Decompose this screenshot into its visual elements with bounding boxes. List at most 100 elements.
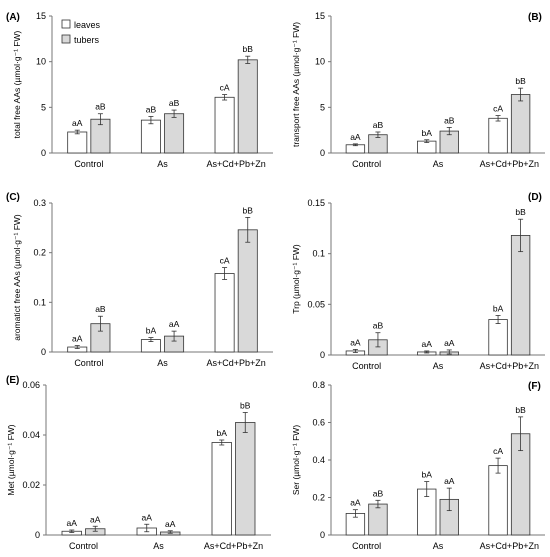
significance-label: aA — [169, 319, 180, 329]
significance-label: aA — [444, 338, 455, 348]
y-tick-label: 15 — [36, 11, 46, 21]
significance-label: cA — [493, 446, 503, 456]
x-tick-label: As — [153, 541, 164, 551]
panel-label: (A) — [6, 12, 20, 23]
y-axis-title: transport free AAs (µmol·g⁻¹ FW) — [291, 22, 301, 147]
significance-label: bA — [493, 303, 504, 313]
x-tick-label: As+Cd+Pb+Zn — [207, 358, 266, 368]
significance-label: bA — [146, 326, 157, 336]
y-axis-title: aromatict free AAs (µmol·g⁻¹ FW) — [12, 214, 22, 341]
legend-swatch-tubers — [61, 34, 71, 44]
x-tick-label: As — [157, 358, 168, 368]
significance-label: bB — [515, 76, 526, 86]
significance-label: aA — [165, 519, 176, 529]
significance-label: aA — [422, 339, 433, 349]
bar-leaves — [417, 140, 437, 154]
chart-panel: (D) 0 0.05 0.1 0.15 Trp (µmol·g⁻¹ FW) aA aB Cont… — [291, 192, 545, 371]
x-tick-label: As — [433, 361, 444, 371]
x-tick-label: Control — [74, 159, 103, 169]
significance-label: bA — [217, 428, 228, 438]
significance-label: aA — [350, 132, 361, 142]
bar-tubers — [237, 229, 258, 353]
bar-leaves — [488, 319, 508, 356]
bar-leaves — [488, 117, 508, 154]
y-tick-label: 0 — [41, 148, 46, 158]
y-axis-title: Trp (µmol·g⁻¹ FW) — [291, 244, 301, 314]
x-tick-label: Control — [352, 159, 381, 169]
y-tick-label: 0 — [320, 350, 325, 360]
chart-panel: (F) 0 0.2 0.4 0.6 0.8 Ser (µmol·g⁻¹ FW) aA aB Con… — [291, 380, 545, 551]
x-tick-label: As — [433, 159, 444, 169]
x-tick-label: As+Cd+Pb+Zn — [480, 541, 539, 551]
y-tick-label: 15 — [315, 11, 325, 21]
panel-label: (B) — [528, 12, 542, 23]
significance-label: aA — [67, 518, 78, 528]
y-tick-label: 0.02 — [22, 480, 40, 490]
y-tick-label: 10 — [36, 57, 46, 67]
significance-label: aA — [72, 118, 83, 128]
x-tick-label: As — [157, 159, 168, 169]
x-tick-label: Control — [352, 361, 381, 371]
x-tick-label: As+Cd+Pb+Zn — [204, 541, 263, 551]
significance-label: cA — [220, 256, 230, 266]
significance-label: aA — [350, 337, 361, 347]
y-tick-label: 0.2 — [33, 248, 46, 258]
y-axis-title: Met (µmol·g⁻¹ FW) — [6, 424, 16, 495]
y-tick-label: 0.04 — [22, 430, 40, 440]
bar-leaves — [214, 273, 235, 353]
x-tick-label: As+Cd+Pb+Zn — [480, 159, 539, 169]
bar-tubers — [164, 113, 185, 154]
legend-label-tubers: tubers — [74, 35, 100, 45]
x-tick-label: Control — [352, 541, 381, 551]
x-tick-label: Control — [69, 541, 98, 551]
significance-label: cA — [220, 83, 230, 93]
y-tick-label: 0 — [320, 148, 325, 158]
significance-label: aB — [373, 488, 384, 498]
y-axis-title: total free AAs (µmol·g⁻¹ FW) — [12, 31, 22, 139]
chart-panel: (B) 0 5 10 15 transport free AAs (µmol·g⁻¹ FW… — [291, 11, 545, 169]
bar-leaves — [214, 96, 235, 154]
significance-label: bB — [515, 207, 526, 217]
significance-label: aB — [373, 120, 384, 130]
y-tick-label: 0.8 — [312, 380, 325, 390]
legend-swatch-leaves — [61, 19, 71, 29]
x-tick-label: As — [433, 541, 444, 551]
chart-panel: (E) 0 0.02 0.04 0.06 Met (µmol·g⁻¹ FW) aA aA Con… — [6, 375, 271, 551]
bar-tubers — [510, 94, 531, 154]
significance-label: cA — [493, 104, 503, 114]
y-tick-label: 5 — [41, 102, 46, 112]
chart-panel: (A) 0 5 10 15 total free AAs (µmol·g⁻¹ FW) aA a… — [6, 11, 273, 169]
y-tick-label: 10 — [315, 57, 325, 67]
significance-label: aA — [72, 334, 83, 344]
significance-label: aB — [95, 304, 106, 314]
y-tick-label: 0.15 — [307, 198, 325, 208]
y-tick-label: 0 — [41, 347, 46, 357]
significance-label: bA — [422, 470, 433, 480]
significance-label: aA — [142, 512, 153, 522]
y-tick-label: 5 — [320, 102, 325, 112]
significance-label: bB — [515, 405, 526, 415]
x-tick-label: As+Cd+Pb+Zn — [480, 361, 539, 371]
bar-tubers — [510, 235, 531, 356]
y-tick-label: 0.1 — [312, 249, 325, 259]
significance-label: bB — [240, 401, 251, 411]
y-tick-label: 0.1 — [33, 297, 46, 307]
significance-label: aA — [444, 476, 455, 486]
y-tick-label: 0.4 — [312, 455, 325, 465]
bar-leaves — [211, 442, 232, 536]
significance-label: aA — [350, 498, 361, 508]
panel-label: (E) — [6, 375, 19, 386]
significance-label: aA — [90, 514, 101, 524]
y-tick-label: 0.05 — [307, 299, 325, 309]
significance-label: bB — [243, 44, 254, 54]
panel-label: (D) — [528, 192, 542, 203]
y-tick-label: 0.06 — [22, 380, 40, 390]
x-tick-label: As+Cd+Pb+Zn — [207, 159, 266, 169]
significance-label: aB — [444, 115, 455, 125]
bar-leaves — [488, 465, 508, 536]
y-axis-title: Ser (µmol·g⁻¹ FW) — [291, 425, 301, 495]
significance-label: bA — [422, 128, 433, 138]
chart-panel: (C) 0 0.1 0.2 0.3 aromatict free AAs (µmol·g⁻… — [6, 192, 273, 368]
legend-label-leaves: leaves — [74, 20, 101, 30]
